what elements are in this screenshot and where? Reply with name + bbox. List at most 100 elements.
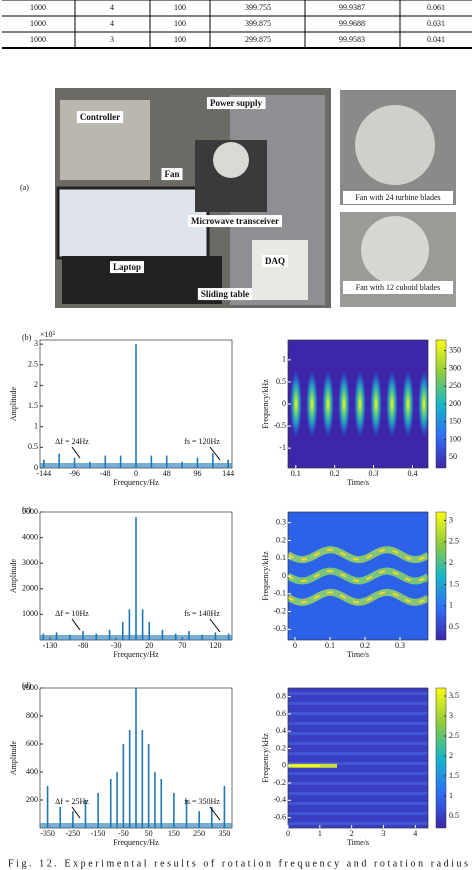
heatmap-stripe [288,722,428,725]
x-tick-label: -250 [66,829,81,838]
y-tick-label: 800 [26,711,38,720]
x-tick-label: 0 [286,829,290,838]
x-tick-label: 2 [350,829,354,838]
x-tick-label: -144 [37,469,52,478]
photo-label: DAQ [265,256,285,266]
y-axis-label: Frequency/kHz [261,551,270,601]
heatmap-stripe [288,802,428,805]
y-tick-label: -0.2 [273,778,286,787]
x-tick-label: 150 [168,829,180,838]
y-axis-label: Frequency/kHz [261,733,270,783]
heatmap-blob [322,370,334,438]
y-tick-label: 0.5 [28,442,38,451]
y-tick-label: 0.1 [276,553,286,562]
x-tick-label: 3 [381,829,385,838]
colorbar-tick-label: 200 [449,399,461,408]
colorbar-tick-label: 350 [449,345,461,354]
y-tick-label: 600 [26,739,38,748]
noise-floor [40,823,232,828]
annotation-arrow [209,446,221,461]
annotation-arrow [209,806,221,821]
table-cell: 0.061 [427,3,445,12]
heatmap-blob [306,370,318,438]
y-tick-label: -0.4 [273,795,286,804]
colorbar-tick-label: 50 [449,452,457,461]
label-box [161,168,183,181]
photo-label: Microwave transceiver [191,216,279,226]
x-tick-label: 0.2 [330,469,340,478]
heatmap-stripe [288,822,428,825]
panel-label: (d) [22,681,32,690]
colorbar-tick-label: 3.5 [449,691,459,700]
y-tick-label: 0.6 [276,709,286,718]
heatmap [288,512,428,640]
x-tick-label: 0.3 [395,641,405,650]
heatmap-streak [292,764,320,767]
inset-caption-box [343,281,453,294]
photo-label: Fan [164,169,179,179]
heatmap-stripe [288,812,428,815]
heatmap [288,340,428,468]
y-tick-label: 1.5 [28,401,38,410]
heatmap-stripe [288,732,428,735]
photo-label: Power supply [210,98,263,108]
colorbar [435,687,447,829]
heatmap-bg [288,688,428,828]
heatmap-blob [290,370,302,438]
heatmap-stripe [288,782,428,785]
table-cell: 1000 [30,35,46,44]
table-cell: 99.9688 [339,19,365,28]
annotation: Δf = 10Hz [55,609,89,618]
axis-multiplier: ×10⁵ [40,330,56,339]
x-tick-label: 120 [209,641,221,650]
y-tick-label: 0.4 [276,726,286,735]
y-tick-label: 200 [26,795,38,804]
label-box [262,255,288,268]
table-cell: 99.9583 [339,35,365,44]
colorbar-tick-label: 1 [449,601,453,610]
y-tick-label: 2 [34,380,38,389]
annotation-arrow [71,618,81,631]
y-tick-label: 1 [34,422,38,431]
x-tick-label: 0.1 [325,641,335,650]
photo-label: Laptop [113,262,141,272]
y-tick-label: 0 [282,761,286,770]
colorbar-tick-label: 2 [449,558,453,567]
inset-caption: Fan with 24 turbine blades [355,193,440,202]
x-tick-label: 144 [222,469,234,478]
heatmap-blob [402,370,414,438]
plot-frame [287,687,429,829]
x-axis-label: Time/s [347,478,369,487]
x-tick-label: -96 [69,469,80,478]
colorbar-tick-label: 2 [449,751,453,760]
photo-label: Controller [80,112,120,122]
y-tick-label: 3 [34,339,38,348]
x-tick-label: 0.1 [291,469,301,478]
table-cell: 100 [174,35,186,44]
panel-label: (a) [20,183,29,192]
x-tick-label: 48 [163,469,171,478]
x-tick-label: 20 [145,641,153,650]
table-cell: 1000 [30,3,46,12]
x-tick-label: 70 [178,641,186,650]
colorbar-tick-label: 0.5 [449,622,459,631]
annotation-arrow [71,806,81,819]
heatmap-band-core [288,548,428,561]
heatmap-stripe [288,752,428,755]
heatmap [288,688,428,828]
x-tick-label: 1 [318,829,322,838]
colorbar-tick-label: 2.5 [449,731,459,740]
y-tick-label: 0 [282,571,286,580]
annotation: fs = 140Hz [184,609,220,618]
table-cell: 4 [110,3,114,12]
x-tick-label: 4 [413,829,417,838]
label-box [197,288,253,301]
label-box [187,215,283,228]
y-tick-label: 1 [282,355,286,364]
y-axis-label: Amplitude [9,740,18,775]
y-axis-label: Amplitude [9,558,18,593]
y-tick-label: 0.8 [276,691,286,700]
x-tick-label: 0.4 [407,469,417,478]
x-axis-label: Frequency/Hz [113,838,159,847]
y-tick-label: -0.6 [273,812,286,821]
